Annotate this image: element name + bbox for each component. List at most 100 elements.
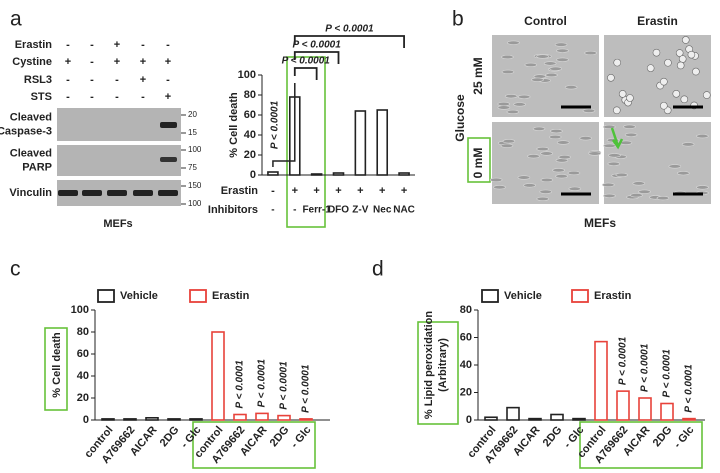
- lane-symbol: -: [66, 91, 70, 103]
- lane-symbol: +: [65, 56, 71, 68]
- panel-label: a: [10, 8, 22, 31]
- x-tick-label: -: [271, 205, 274, 216]
- annotation: P < 0.0001: [640, 343, 651, 392]
- y-tick-label: 60: [244, 109, 256, 121]
- y-tick-label: 20: [77, 392, 89, 404]
- highlight-box: [417, 321, 459, 425]
- annotation: P < 0.0001: [293, 40, 342, 51]
- caption: MEFs: [584, 216, 616, 230]
- legend-label: Vehicle: [504, 290, 542, 302]
- cell: [660, 77, 668, 86]
- x-tick-label: - Glc: [672, 424, 697, 450]
- column-label: Erastin: [637, 14, 678, 28]
- lane-symbol: -: [90, 39, 94, 51]
- lane-symbol: +: [140, 74, 146, 86]
- cell: [675, 49, 684, 57]
- lane-symbol: -: [90, 74, 94, 86]
- x-tick-label: Ferr-1: [302, 205, 331, 216]
- band-label: Caspase-3: [0, 125, 52, 137]
- cell: [543, 61, 557, 66]
- bar: [682, 417, 696, 421]
- marker-label: 75: [188, 163, 197, 172]
- condition-label: STS: [31, 91, 52, 103]
- annotation: P < 0.0001: [301, 364, 312, 413]
- cell: [681, 36, 690, 44]
- row-label: 25 mM: [471, 57, 485, 94]
- condition-label: Cystine: [12, 56, 52, 68]
- lane-symbol: -: [141, 39, 145, 51]
- bar: [255, 412, 269, 421]
- cell: [555, 174, 568, 179]
- row-value: +: [313, 185, 319, 197]
- marker-label: 100: [188, 199, 202, 208]
- bar: [167, 418, 181, 421]
- annotation: P < 0.0001: [684, 364, 695, 413]
- cell: [681, 142, 695, 147]
- bar: [638, 397, 652, 421]
- cell: [524, 62, 538, 68]
- cell: [523, 183, 536, 188]
- annotation: P < 0.0001: [325, 24, 374, 35]
- cell: [540, 177, 554, 183]
- annotation: P < 0.0001: [279, 361, 290, 410]
- lane-symbol: +: [165, 56, 171, 68]
- cell: [501, 54, 514, 60]
- cell: [678, 55, 687, 63]
- cell: [613, 58, 622, 67]
- cell: [549, 66, 562, 71]
- cell: [632, 181, 646, 186]
- lane-symbol: +: [140, 56, 146, 68]
- cell: [664, 58, 672, 67]
- caption: MEFs: [103, 218, 132, 230]
- bar: [277, 414, 291, 421]
- cell: [532, 126, 546, 131]
- cell: [568, 186, 582, 191]
- cell: [702, 91, 711, 99]
- highlight-box: [44, 327, 68, 411]
- row-value: +: [401, 185, 407, 197]
- bracket: [272, 83, 296, 167]
- cell: [623, 124, 636, 129]
- bar: [550, 413, 564, 421]
- legend-swatch: [97, 289, 115, 303]
- bar: [528, 417, 542, 421]
- band: [160, 157, 177, 162]
- band: [58, 190, 78, 196]
- y-tick-label: 40: [77, 370, 89, 382]
- bar: [506, 406, 520, 421]
- annotation: P < 0.0001: [257, 359, 268, 408]
- bar: [310, 173, 323, 176]
- cell: [540, 151, 553, 156]
- x-tick-label: DFO: [328, 205, 349, 216]
- micrograph: [604, 122, 711, 204]
- lane-symbol: -: [166, 39, 170, 51]
- cell: [588, 151, 602, 156]
- cell: [626, 94, 634, 102]
- cell: [531, 77, 544, 82]
- y-axis-label: % Lipid peroxidation: [423, 311, 435, 419]
- cell: [507, 40, 520, 45]
- cell: [497, 105, 511, 110]
- legend-swatch: [481, 289, 499, 303]
- bar: [572, 417, 586, 421]
- legend-swatch: [189, 289, 207, 303]
- lane-symbol: -: [90, 91, 94, 103]
- cell: [550, 128, 563, 134]
- bar: [332, 172, 345, 176]
- cell: [618, 90, 627, 98]
- cell: [554, 42, 568, 47]
- legend-label: Erastin: [212, 290, 250, 302]
- cell: [567, 170, 581, 176]
- cell: [582, 108, 596, 113]
- highlight-box: [192, 421, 316, 469]
- lane-symbol: -: [115, 74, 119, 86]
- cell: [603, 124, 616, 130]
- cell: [677, 171, 690, 176]
- cell: [536, 146, 550, 152]
- band-label: Cleaved: [10, 147, 52, 159]
- y-tick-label: 40: [460, 359, 472, 371]
- cell: [696, 185, 709, 190]
- cell: [506, 109, 520, 115]
- band: [107, 190, 127, 196]
- y-tick-label: 80: [460, 304, 472, 316]
